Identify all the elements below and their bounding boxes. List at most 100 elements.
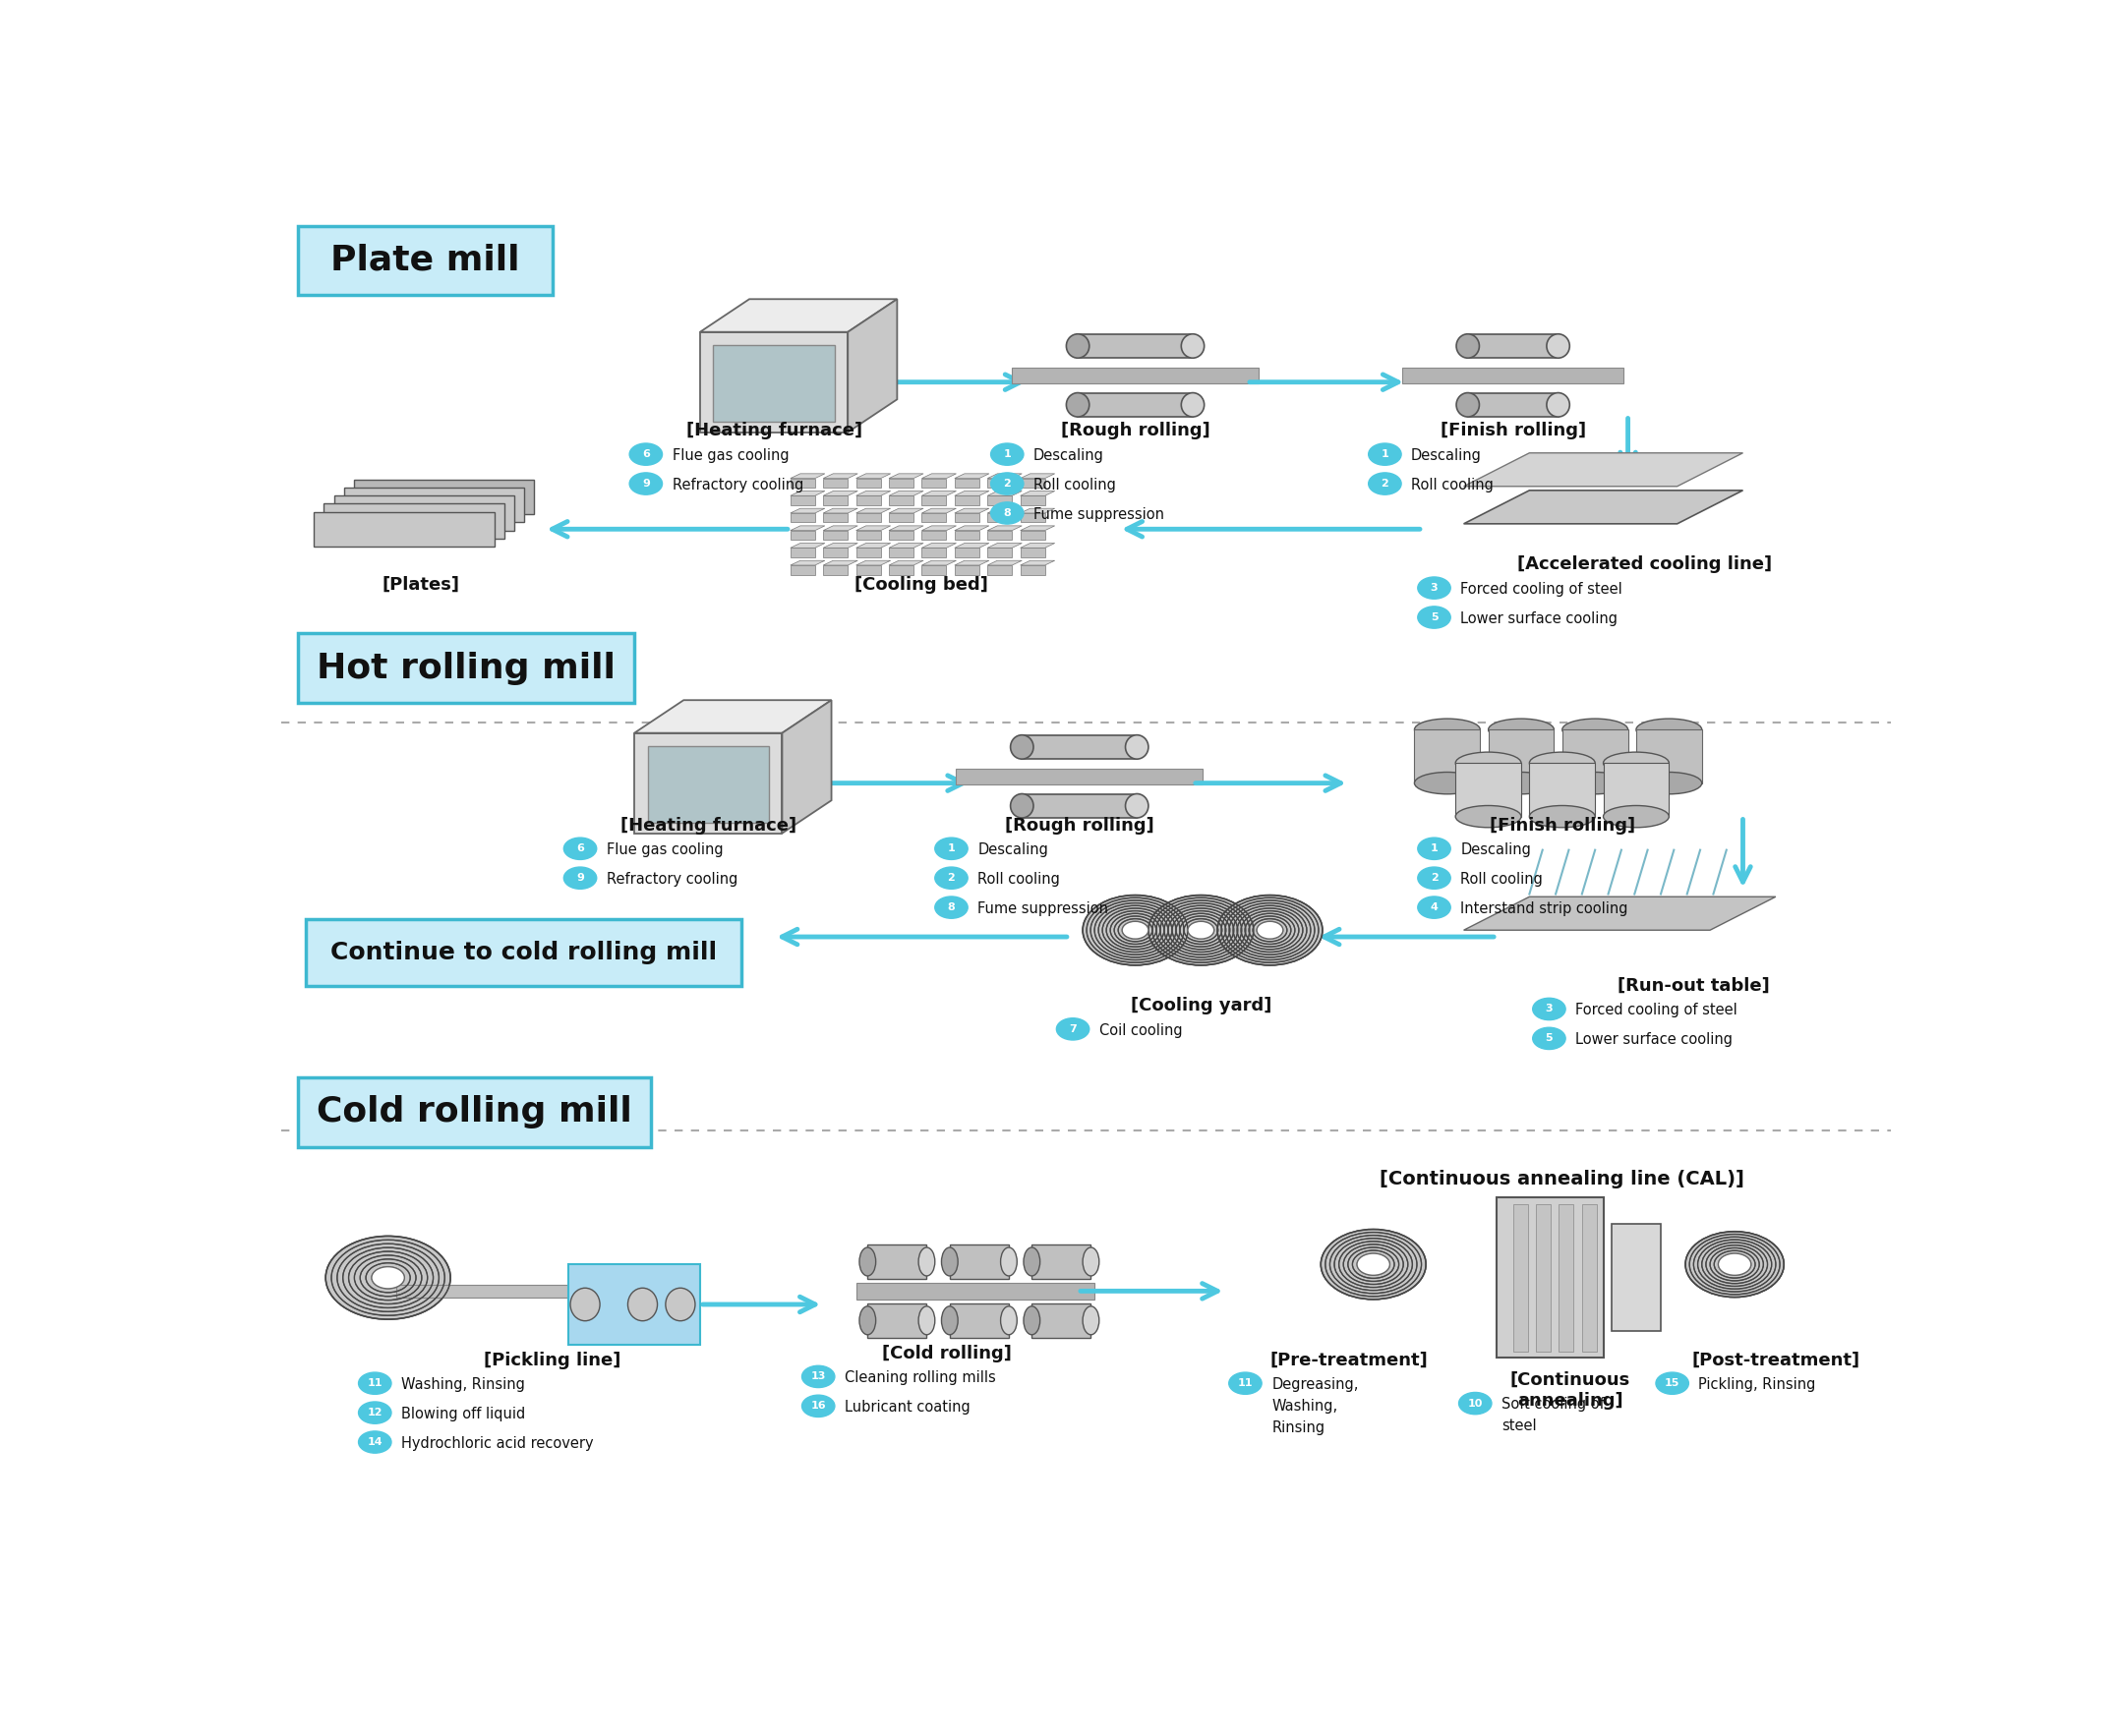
Polygon shape bbox=[987, 543, 1021, 549]
Text: [Cooling bed]: [Cooling bed] bbox=[854, 576, 990, 594]
Ellipse shape bbox=[1066, 333, 1089, 358]
FancyBboxPatch shape bbox=[790, 566, 816, 575]
Ellipse shape bbox=[992, 472, 1023, 495]
Text: Hot rolling mill: Hot rolling mill bbox=[316, 651, 615, 686]
Polygon shape bbox=[922, 474, 956, 479]
Polygon shape bbox=[856, 509, 890, 514]
Text: Plate mill: Plate mill bbox=[331, 243, 519, 278]
FancyBboxPatch shape bbox=[790, 479, 816, 488]
Polygon shape bbox=[856, 561, 890, 566]
Text: [Heating furnace]: [Heating furnace] bbox=[687, 422, 862, 439]
Ellipse shape bbox=[1369, 443, 1401, 465]
Text: [Rough rolling]: [Rough rolling] bbox=[1062, 422, 1210, 439]
Text: [Finish rolling]: [Finish rolling] bbox=[1490, 816, 1636, 835]
FancyBboxPatch shape bbox=[956, 514, 979, 523]
Polygon shape bbox=[1021, 474, 1055, 479]
FancyBboxPatch shape bbox=[1032, 1304, 1091, 1338]
Ellipse shape bbox=[1418, 866, 1452, 889]
FancyBboxPatch shape bbox=[1403, 368, 1623, 384]
Text: Roll cooling: Roll cooling bbox=[1460, 871, 1543, 887]
Text: [Continuous annealing line (CAL)]: [Continuous annealing line (CAL)] bbox=[1379, 1170, 1744, 1187]
Ellipse shape bbox=[934, 866, 968, 889]
Text: Descaling: Descaling bbox=[1460, 842, 1532, 858]
Text: 4: 4 bbox=[1430, 903, 1439, 913]
Ellipse shape bbox=[570, 1288, 600, 1321]
Polygon shape bbox=[856, 474, 890, 479]
Text: 5: 5 bbox=[1430, 613, 1439, 621]
Text: [Plates]: [Plates] bbox=[381, 576, 460, 594]
Text: 2: 2 bbox=[1430, 873, 1439, 884]
Ellipse shape bbox=[1415, 773, 1479, 793]
Polygon shape bbox=[782, 700, 831, 833]
Text: Roll cooling: Roll cooling bbox=[1034, 477, 1117, 493]
FancyBboxPatch shape bbox=[1021, 514, 1045, 523]
Text: 9: 9 bbox=[576, 873, 585, 884]
Ellipse shape bbox=[1011, 734, 1034, 759]
Ellipse shape bbox=[1123, 922, 1148, 939]
Text: 8: 8 bbox=[947, 903, 956, 913]
Ellipse shape bbox=[1356, 1253, 1390, 1276]
Ellipse shape bbox=[1000, 1248, 1017, 1276]
Text: Fume suppression: Fume suppression bbox=[1034, 507, 1163, 523]
Ellipse shape bbox=[860, 1248, 875, 1276]
Ellipse shape bbox=[1532, 1028, 1566, 1049]
Ellipse shape bbox=[1320, 1229, 1426, 1299]
Text: 11: 11 bbox=[1237, 1378, 1252, 1389]
FancyBboxPatch shape bbox=[856, 531, 882, 540]
Ellipse shape bbox=[1257, 922, 1284, 939]
Ellipse shape bbox=[918, 1248, 934, 1276]
Text: 2: 2 bbox=[947, 873, 956, 884]
Ellipse shape bbox=[1456, 392, 1479, 417]
FancyBboxPatch shape bbox=[987, 549, 1013, 557]
Text: Fume suppression: Fume suppression bbox=[977, 901, 1108, 917]
FancyBboxPatch shape bbox=[890, 549, 913, 557]
Ellipse shape bbox=[1562, 773, 1627, 793]
Text: 6: 6 bbox=[642, 450, 651, 460]
FancyBboxPatch shape bbox=[1456, 764, 1521, 816]
Polygon shape bbox=[1021, 543, 1055, 549]
FancyBboxPatch shape bbox=[1613, 1224, 1661, 1332]
FancyBboxPatch shape bbox=[856, 514, 882, 523]
Polygon shape bbox=[856, 526, 890, 531]
FancyBboxPatch shape bbox=[824, 531, 848, 540]
Polygon shape bbox=[824, 509, 858, 514]
Text: 3: 3 bbox=[1430, 583, 1439, 594]
FancyBboxPatch shape bbox=[824, 549, 848, 557]
Text: [Cooling yard]: [Cooling yard] bbox=[1129, 996, 1271, 1014]
FancyBboxPatch shape bbox=[790, 531, 816, 540]
Polygon shape bbox=[790, 491, 824, 496]
FancyBboxPatch shape bbox=[856, 1283, 1093, 1299]
Ellipse shape bbox=[1719, 1253, 1750, 1276]
Text: Flue gas cooling: Flue gas cooling bbox=[606, 842, 723, 858]
Polygon shape bbox=[890, 561, 924, 566]
Ellipse shape bbox=[1057, 1017, 1089, 1040]
Polygon shape bbox=[824, 474, 858, 479]
FancyBboxPatch shape bbox=[987, 514, 1013, 523]
FancyBboxPatch shape bbox=[297, 226, 553, 295]
FancyBboxPatch shape bbox=[396, 1285, 593, 1299]
FancyBboxPatch shape bbox=[1079, 333, 1193, 358]
Ellipse shape bbox=[1229, 1373, 1261, 1394]
FancyBboxPatch shape bbox=[922, 514, 947, 523]
FancyBboxPatch shape bbox=[1021, 531, 1045, 540]
Ellipse shape bbox=[1189, 922, 1214, 939]
Ellipse shape bbox=[1418, 896, 1452, 918]
Text: 2: 2 bbox=[1382, 479, 1388, 488]
FancyBboxPatch shape bbox=[1562, 729, 1627, 783]
Ellipse shape bbox=[1066, 392, 1089, 417]
Ellipse shape bbox=[358, 1401, 392, 1424]
Text: [Rough rolling]: [Rough rolling] bbox=[1004, 816, 1155, 835]
Ellipse shape bbox=[918, 1305, 934, 1335]
FancyBboxPatch shape bbox=[297, 634, 634, 703]
Polygon shape bbox=[1464, 490, 1742, 524]
Ellipse shape bbox=[1636, 719, 1702, 741]
Ellipse shape bbox=[1257, 922, 1284, 939]
Text: 3: 3 bbox=[1545, 1003, 1553, 1014]
FancyBboxPatch shape bbox=[1415, 729, 1479, 783]
FancyBboxPatch shape bbox=[1032, 1245, 1091, 1279]
FancyBboxPatch shape bbox=[956, 479, 979, 488]
Ellipse shape bbox=[1418, 838, 1452, 859]
Polygon shape bbox=[634, 733, 782, 833]
Polygon shape bbox=[1021, 509, 1055, 514]
Text: [Pickling line]: [Pickling line] bbox=[483, 1351, 621, 1370]
